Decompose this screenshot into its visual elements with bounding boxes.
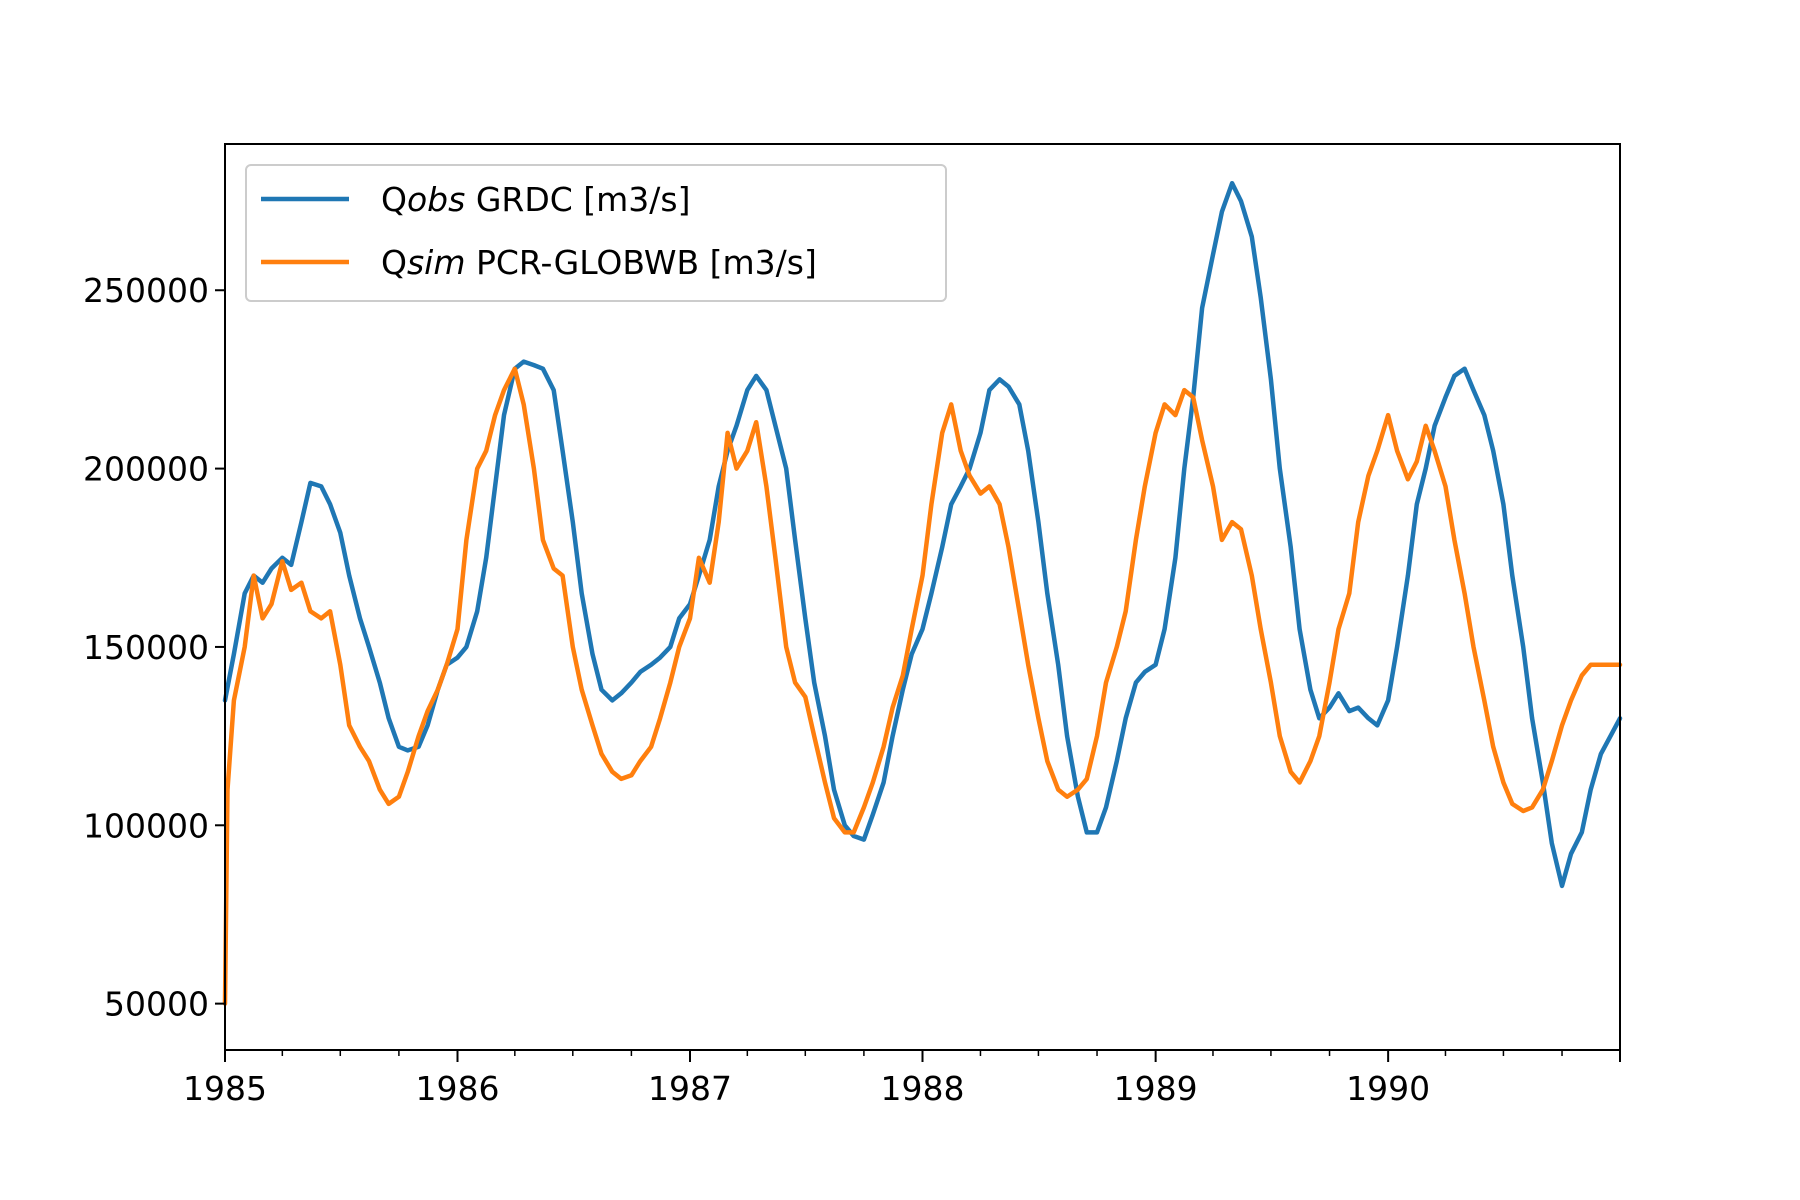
legend-box <box>245 164 947 302</box>
y-tick-label: 100000 <box>83 806 209 845</box>
x-tick-label: 1985 <box>183 1069 267 1108</box>
x-tick-label: 1989 <box>1114 1069 1198 1108</box>
x-tick-label: 1990 <box>1346 1069 1430 1108</box>
y-tick-label: 250000 <box>83 271 209 310</box>
x-tick-label: 1988 <box>881 1069 965 1108</box>
series-line-qobs <box>222 180 1623 889</box>
y-tick-label: 150000 <box>83 628 209 667</box>
legend-label: Qobs GRDC [m3/s] <box>381 180 690 219</box>
x-tick-label: 1987 <box>648 1069 732 1108</box>
y-axis: 50000 100000 150000 200000 250000 <box>83 271 225 1024</box>
x-tick-label: 1986 <box>416 1069 500 1108</box>
legend: Qobs GRDC [m3/s] Qsim PCR-GLOBWB [m3/s] <box>245 164 947 302</box>
y-tick-label: 200000 <box>83 450 209 489</box>
legend-label: Qsim PCR-GLOBWB [m3/s] <box>381 243 817 282</box>
series-line-qsim <box>222 366 1623 1006</box>
y-tick-label: 50000 <box>104 985 209 1024</box>
series-layer <box>222 180 1623 1006</box>
x-axis: 1985 1986 1987 1988 1989 1990 <box>183 1050 1621 1108</box>
